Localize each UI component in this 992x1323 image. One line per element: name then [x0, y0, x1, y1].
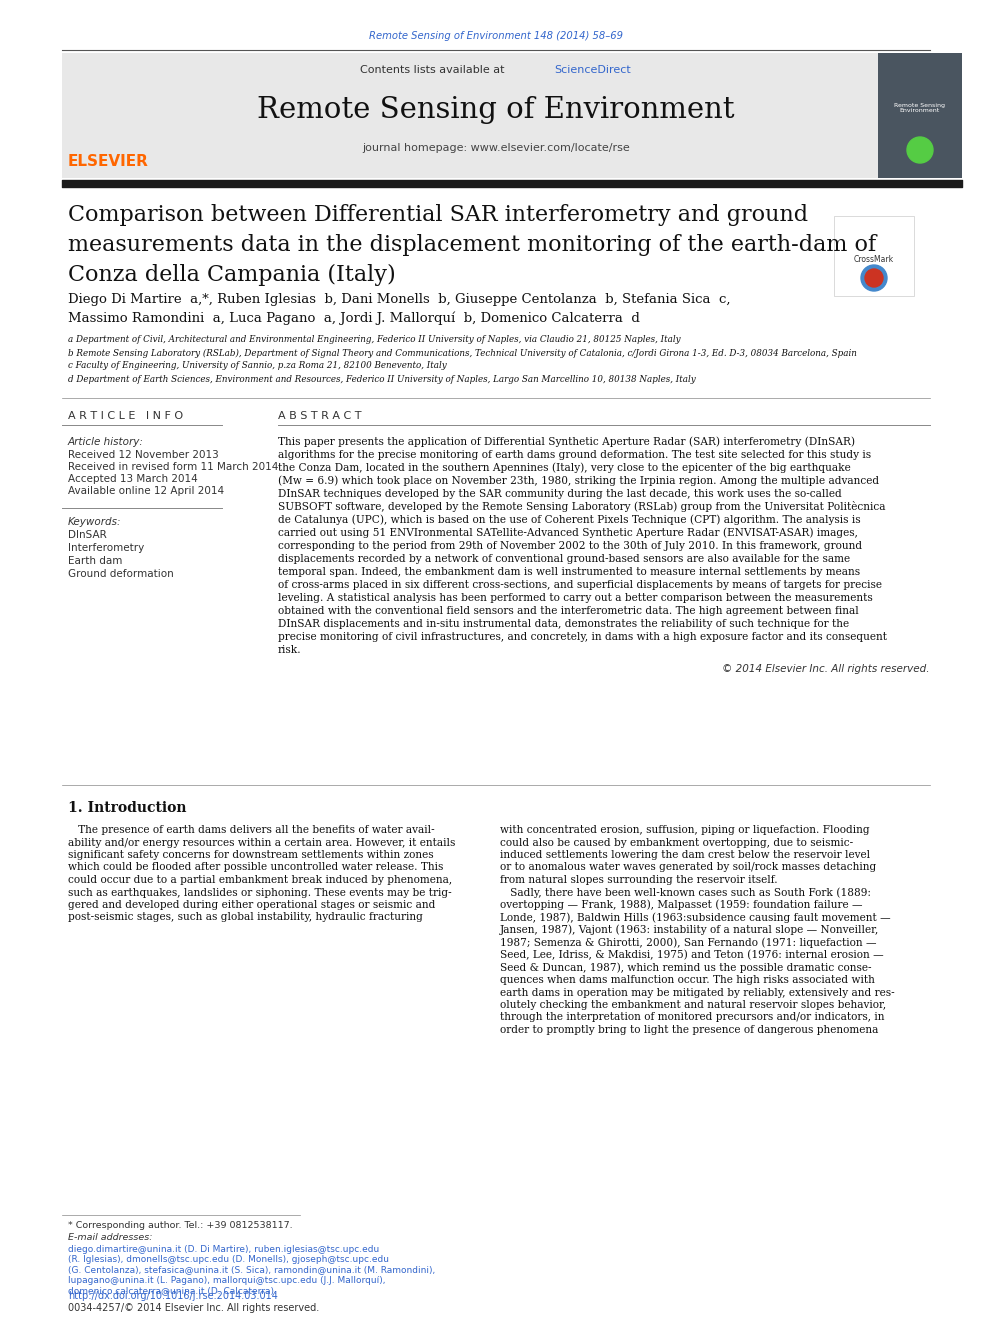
Text: ScienceDirect: ScienceDirect [554, 65, 631, 75]
Text: Accepted 13 March 2014: Accepted 13 March 2014 [68, 474, 197, 484]
Text: Keywords:: Keywords: [68, 517, 121, 527]
Text: a Department of Civil, Architectural and Environmental Engineering, Federico II : a Department of Civil, Architectural and… [68, 336, 681, 344]
Text: de Catalunya (UPC), which is based on the use of Coherent Pixels Technique (CPT): de Catalunya (UPC), which is based on th… [278, 515, 861, 525]
Text: Ground deformation: Ground deformation [68, 569, 174, 579]
Text: algorithms for the precise monitoring of earth dams ground deformation. The test: algorithms for the precise monitoring of… [278, 450, 871, 460]
Text: DInSAR displacements and in-situ instrumental data, demonstrates the reliability: DInSAR displacements and in-situ instrum… [278, 619, 849, 628]
Text: Received 12 November 2013: Received 12 November 2013 [68, 450, 219, 460]
Text: Article history:: Article history: [68, 437, 144, 447]
Text: DInSAR: DInSAR [68, 531, 107, 540]
Text: © 2014 Elsevier Inc. All rights reserved.: © 2014 Elsevier Inc. All rights reserved… [722, 664, 930, 673]
Text: carried out using 51 ENVIronmental SATellite-Advanced Synthetic Aperture Radar (: carried out using 51 ENVIronmental SATel… [278, 528, 858, 538]
FancyBboxPatch shape [834, 216, 914, 296]
Text: Available online 12 April 2014: Available online 12 April 2014 [68, 486, 224, 496]
Circle shape [861, 265, 887, 291]
Text: post-seismic stages, such as global instability, hydraulic fracturing: post-seismic stages, such as global inst… [68, 913, 423, 922]
Text: b Remote Sensing Laboratory (RSLab), Department of Signal Theory and Communicati: b Remote Sensing Laboratory (RSLab), Dep… [68, 348, 857, 357]
Text: DInSAR techniques developed by the SAR community during the last decade, this wo: DInSAR techniques developed by the SAR c… [278, 490, 842, 499]
Text: the Conza Dam, located in the southern Apennines (Italy), very close to the epic: the Conza Dam, located in the southern A… [278, 463, 851, 474]
Text: Comparison between Differential SAR interferometry and ground: Comparison between Differential SAR inte… [68, 204, 808, 226]
Text: This paper presents the application of Differential Synthetic Aperture Radar (SA: This paper presents the application of D… [278, 437, 855, 447]
Text: SUBSOFT software, developed by the Remote Sensing Laboratory (RSLab) group from : SUBSOFT software, developed by the Remot… [278, 501, 886, 512]
Text: Londe, 1987), Baldwin Hills (1963:subsidence causing fault movement —: Londe, 1987), Baldwin Hills (1963:subsid… [500, 913, 891, 922]
Text: * Corresponding author. Tel.: +39 0812538117.: * Corresponding author. Tel.: +39 081253… [68, 1221, 293, 1229]
Text: such as earthquakes, landslides or siphoning. These events may be trig-: such as earthquakes, landslides or sipho… [68, 888, 451, 897]
Text: Diego Di Martire  a,*, Ruben Iglesias  b, Dani Monells  b, Giuseppe Centolanza  : Diego Di Martire a,*, Ruben Iglesias b, … [68, 294, 730, 307]
Text: Interferometry: Interferometry [68, 542, 144, 553]
Text: significant safety concerns for downstream settlements within zones: significant safety concerns for downstre… [68, 849, 434, 860]
FancyBboxPatch shape [878, 53, 962, 179]
Text: obtained with the conventional field sensors and the interferometric data. The h: obtained with the conventional field sen… [278, 606, 859, 617]
Text: CrossMark: CrossMark [854, 255, 894, 265]
Text: temporal span. Indeed, the embankment dam is well instrumented to measure intern: temporal span. Indeed, the embankment da… [278, 568, 860, 577]
Text: Massimo Ramondini  a, Luca Pagano  a, Jordi J. Mallorquí  b, Domenico Calcaterra: Massimo Ramondini a, Luca Pagano a, Jord… [68, 311, 640, 324]
Text: Received in revised form 11 March 2014: Received in revised form 11 March 2014 [68, 462, 279, 472]
Text: ELSEVIER: ELSEVIER [68, 155, 149, 169]
Circle shape [907, 138, 933, 163]
Text: induced settlements lowering the dam crest below the reservoir level: induced settlements lowering the dam cre… [500, 849, 870, 860]
Text: overtopping — Frank, 1988), Malpasset (1959: foundation failure —: overtopping — Frank, 1988), Malpasset (1… [500, 900, 862, 910]
Text: (R. Iglesias), dmonells@tsc.upc.edu (D. Monells), gjoseph@tsc.upc.edu: (R. Iglesias), dmonells@tsc.upc.edu (D. … [68, 1256, 389, 1263]
Text: with concentrated erosion, suffusion, piping or liquefaction. Flooding: with concentrated erosion, suffusion, pi… [500, 826, 870, 835]
Text: journal homepage: www.elsevier.com/locate/rse: journal homepage: www.elsevier.com/locat… [362, 143, 630, 153]
Text: A B S T R A C T: A B S T R A C T [278, 411, 361, 421]
Text: precise monitoring of civil infrastructures, and concretely, in dams with a high: precise monitoring of civil infrastructu… [278, 632, 887, 642]
Text: leveling. A statistical analysis has been performed to carry out a better compar: leveling. A statistical analysis has bee… [278, 593, 873, 603]
Text: olutely checking the embankment and natural reservoir slopes behavior,: olutely checking the embankment and natu… [500, 1000, 886, 1009]
Text: lupagano@unina.it (L. Pagano), mallorqui@tsc.upc.edu (J.J. Mallorquí),: lupagano@unina.it (L. Pagano), mallorqui… [68, 1275, 386, 1285]
Text: measurements data in the displacement monitoring of the earth-dam of: measurements data in the displacement mo… [68, 234, 876, 255]
Text: http://dx.doi.org/10.1016/j.rse.2014.03.014: http://dx.doi.org/10.1016/j.rse.2014.03.… [68, 1291, 278, 1301]
Text: Contents lists available at: Contents lists available at [360, 65, 508, 75]
Text: order to promptly bring to light the presence of dangerous phenomena: order to promptly bring to light the pre… [500, 1025, 878, 1035]
Text: through the interpretation of monitored precursors and/or indicators, in: through the interpretation of monitored … [500, 1012, 885, 1023]
Text: (Mw = 6.9) which took place on November 23th, 1980, striking the Irpinia region.: (Mw = 6.9) which took place on November … [278, 476, 879, 487]
Text: Conza della Campania (Italy): Conza della Campania (Italy) [68, 265, 396, 286]
Text: from natural slopes surrounding the reservoir itself.: from natural slopes surrounding the rese… [500, 875, 778, 885]
Text: earth dams in operation may be mitigated by reliably, extensively and res-: earth dams in operation may be mitigated… [500, 987, 895, 998]
Text: c Faculty of Engineering, University of Sannio, p.za Roma 21, 82100 Benevento, I: c Faculty of Engineering, University of … [68, 361, 446, 370]
Text: diego.dimartire@unina.it (D. Di Martire), ruben.iglesias@tsc.upc.edu: diego.dimartire@unina.it (D. Di Martire)… [68, 1245, 379, 1253]
Text: domenico.calcaterra@unina.it (D. Calcaterra).: domenico.calcaterra@unina.it (D. Calcate… [68, 1286, 277, 1295]
Text: 1987; Semenza & Ghirotti, 2000), San Fernando (1971: liquefaction —: 1987; Semenza & Ghirotti, 2000), San Fer… [500, 937, 877, 947]
Text: which could be flooded after possible uncontrolled water release. This: which could be flooded after possible un… [68, 863, 443, 872]
Text: 1. Introduction: 1. Introduction [68, 800, 186, 815]
Text: Remote Sensing of Environment 148 (2014) 58–69: Remote Sensing of Environment 148 (2014)… [369, 30, 623, 41]
FancyBboxPatch shape [62, 53, 930, 179]
Text: ability and/or energy resources within a certain area. However, it entails: ability and/or energy resources within a… [68, 837, 455, 848]
Text: (G. Centolanza), stefasica@unina.it (S. Sica), ramondin@unina.it (M. Ramondini),: (G. Centolanza), stefasica@unina.it (S. … [68, 1266, 435, 1274]
Text: corresponding to the period from 29th of November 2002 to the 30th of July 2010.: corresponding to the period from 29th of… [278, 541, 862, 550]
Text: of cross-arms placed in six different cross-sections, and superficial displaceme: of cross-arms placed in six different cr… [278, 579, 882, 590]
Circle shape [865, 269, 883, 287]
Text: d Department of Earth Sciences, Environment and Resources, Federico II Universit: d Department of Earth Sciences, Environm… [68, 374, 695, 384]
Text: could also be caused by embankment overtopping, due to seismic-: could also be caused by embankment overt… [500, 837, 853, 848]
Text: Seed, Lee, Idriss, & Makdisi, 1975) and Teton (1976: internal erosion —: Seed, Lee, Idriss, & Makdisi, 1975) and … [500, 950, 884, 960]
Text: Earth dam: Earth dam [68, 556, 122, 566]
Text: E-mail addresses:: E-mail addresses: [68, 1233, 156, 1241]
Text: Seed & Duncan, 1987), which remind us the possible dramatic conse-: Seed & Duncan, 1987), which remind us th… [500, 962, 872, 972]
Text: could occur due to a partial embankment break induced by phenomena,: could occur due to a partial embankment … [68, 875, 452, 885]
Text: Remote Sensing
Environment: Remote Sensing Environment [895, 103, 945, 114]
Text: displacements recorded by a network of conventional ground-based sensors are als: displacements recorded by a network of c… [278, 554, 850, 564]
Text: quences when dams malfunction occur. The high risks associated with: quences when dams malfunction occur. The… [500, 975, 875, 986]
Text: or to anomalous water waves generated by soil/rock masses detaching: or to anomalous water waves generated by… [500, 863, 876, 872]
Text: risk.: risk. [278, 646, 302, 655]
Text: Jansen, 1987), Vajont (1963: instability of a natural slope — Nonveiller,: Jansen, 1987), Vajont (1963: instability… [500, 925, 879, 935]
Text: gered and developed during either operational stages or seismic and: gered and developed during either operat… [68, 900, 435, 910]
Text: Sadly, there have been well-known cases such as South Fork (1889:: Sadly, there have been well-known cases … [500, 888, 871, 898]
Text: A R T I C L E   I N F O: A R T I C L E I N F O [68, 411, 184, 421]
Text: 0034-4257/© 2014 Elsevier Inc. All rights reserved.: 0034-4257/© 2014 Elsevier Inc. All right… [68, 1303, 319, 1312]
Text: The presence of earth dams delivers all the benefits of water avail-: The presence of earth dams delivers all … [68, 826, 434, 835]
Text: Remote Sensing of Environment: Remote Sensing of Environment [257, 97, 735, 124]
